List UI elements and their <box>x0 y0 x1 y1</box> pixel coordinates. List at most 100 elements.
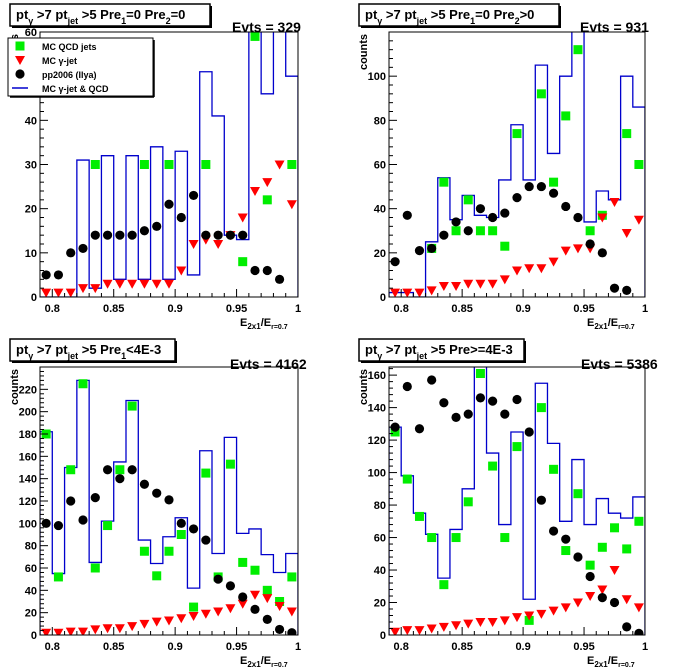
series-circle <box>41 190 285 284</box>
circle-point <box>41 270 51 280</box>
circle-point <box>585 239 595 249</box>
circle-point <box>390 257 400 267</box>
y-axis-label: counts <box>358 369 370 405</box>
circle-point <box>512 193 522 203</box>
square-point <box>634 160 644 169</box>
title-part: pt <box>16 342 29 357</box>
square-point <box>573 489 583 499</box>
triangle-down-point <box>463 619 474 629</box>
triangle-down-point <box>78 627 88 635</box>
legend-label: MC γ-jet & QCD <box>42 84 109 94</box>
triangle-down-point <box>200 609 211 619</box>
x-label-mid: /E <box>261 655 271 667</box>
circle-point <box>152 488 162 498</box>
triangle-down-point <box>524 611 535 621</box>
triangle-down-point <box>536 609 547 619</box>
circle-point <box>573 552 583 562</box>
title-part: <4E-3 <box>126 342 161 357</box>
y-tick-label: 40 <box>25 585 37 597</box>
series-triangle-down <box>390 198 644 297</box>
circle-point <box>585 571 595 582</box>
x-label-main: E <box>587 655 594 667</box>
circle-point <box>414 424 425 434</box>
square-point <box>164 546 174 556</box>
triangle-down-point <box>250 590 260 600</box>
circle-point <box>536 181 546 192</box>
circle-point <box>500 409 510 419</box>
circle-point <box>176 518 186 528</box>
y-tick-label: 40 <box>25 115 37 127</box>
y-tick-label: 20 <box>25 608 37 620</box>
triangle-down-point <box>475 618 486 628</box>
triangle-down-point <box>572 598 583 608</box>
legend-box <box>7 37 154 97</box>
y-tick-label: 40 <box>374 565 386 577</box>
y-tick-label: 140 <box>19 474 37 486</box>
triangle-down-point <box>499 275 510 285</box>
triangle-down-point <box>114 624 125 634</box>
square-point <box>287 160 297 169</box>
y-tick-label: 0 <box>31 292 37 304</box>
circle-point <box>524 181 534 192</box>
x-tick-label: 0.95 <box>573 303 594 315</box>
stats-evts: Evts = 931 <box>580 19 649 35</box>
triangle-down-point <box>225 604 236 614</box>
x-label-sub1: 2x1 <box>594 322 608 331</box>
chart-panel-4: 0.8 0.85 0.9 0.95 1 0 20 40 60 80 100 120 140 160coun… <box>358 338 658 669</box>
circle-point <box>127 465 137 475</box>
circle-point <box>414 246 425 256</box>
circle-point <box>548 526 559 536</box>
title-part: =0 Pre <box>126 7 165 22</box>
circle-point <box>53 270 64 280</box>
circle-point <box>90 493 100 503</box>
y-tick-label: 100 <box>19 518 37 530</box>
square-point <box>139 546 149 556</box>
triangle-down-point <box>536 264 547 274</box>
triangle-down-point <box>41 288 52 297</box>
circle-point <box>488 212 498 223</box>
triangle-down-point <box>426 286 437 296</box>
triangle-down-point <box>127 622 138 632</box>
x-label-mid: /E <box>608 655 618 667</box>
x-label-sub1: 2x1 <box>247 322 261 331</box>
title-part: pt <box>365 342 378 357</box>
x-tick-label: 1 <box>642 303 648 315</box>
title-sub: γ <box>377 351 382 361</box>
circle-point <box>262 614 272 624</box>
circle-point <box>561 534 571 544</box>
circle-point <box>164 199 174 209</box>
square-point <box>561 111 571 121</box>
square-point <box>634 516 644 526</box>
legend: MC QCD jets MC γ-jet pp2006 (Ilya) MC γ-jet… <box>7 37 155 98</box>
triangle-down-point <box>90 284 101 294</box>
x-tick-label: 0.9 <box>167 303 182 315</box>
triangle-down-point <box>451 281 462 291</box>
square-point <box>275 597 285 606</box>
square-point <box>622 544 632 554</box>
triangle-down-point <box>390 627 401 635</box>
square-point <box>90 160 100 169</box>
series-circle <box>390 375 644 635</box>
title-sub: γ <box>377 16 382 26</box>
chart-title: ptγ >7 ptjet >5 Pre1<4E-3 <box>16 342 161 361</box>
square-point <box>250 32 260 41</box>
circle-point <box>262 265 272 276</box>
square-point <box>500 241 510 251</box>
title-part: >5 Pre <box>78 342 121 357</box>
square-point <box>164 160 174 169</box>
circle-point <box>427 243 437 254</box>
title-part: >7 pt <box>382 7 417 22</box>
circle-point <box>250 265 260 276</box>
title-part: >5 Pre <box>78 7 121 22</box>
title-sub: 2 <box>166 16 171 26</box>
y-tick-label: 100 <box>368 468 386 480</box>
triangle-down-point <box>164 616 174 626</box>
triangle-down-point <box>633 215 644 225</box>
triangle-down-point <box>475 279 486 289</box>
square-point <box>90 563 100 573</box>
y-tick-label: 60 <box>25 563 37 575</box>
triangle-down-point <box>53 628 64 635</box>
legend-circle-icon <box>15 69 25 79</box>
y-tick-label: 80 <box>374 115 386 127</box>
